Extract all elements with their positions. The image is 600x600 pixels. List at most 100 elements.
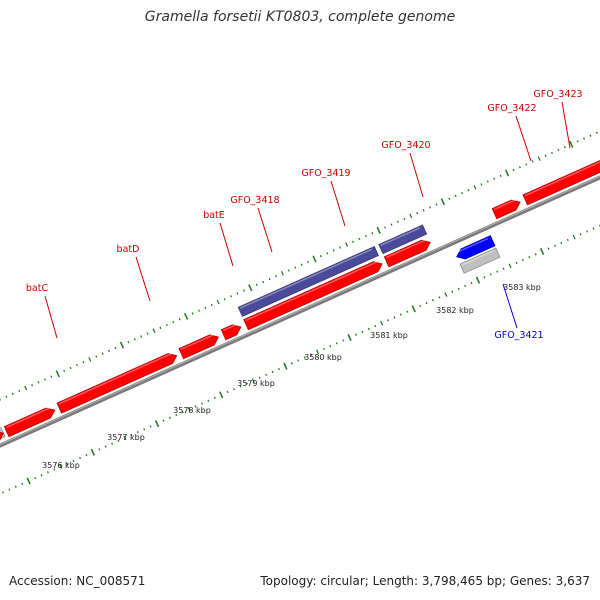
tick-mark (210, 303, 213, 307)
tick-mark (534, 253, 537, 256)
gene-leader-line (257, 207, 273, 253)
tick-mark (280, 271, 284, 276)
tick-mark (146, 332, 149, 335)
tick-mark (265, 373, 268, 376)
tick-mark (40, 474, 43, 477)
tick-mark (127, 341, 130, 344)
gene-leader-line (409, 152, 424, 198)
tick-mark (329, 344, 332, 348)
tick-mark (380, 320, 384, 326)
tick-mark (88, 357, 92, 362)
genome-summary-text: Topology: circular; Length: 3,798,465 bp… (260, 574, 590, 588)
tick-mark (560, 241, 563, 245)
tick-mark (326, 252, 329, 255)
tick-mark (181, 410, 184, 414)
gene-arrow-GFO_3422 (491, 199, 521, 220)
accession-text: Accession: NC_008571 (9, 574, 146, 588)
tick-mark (419, 304, 422, 308)
kbp-label: 3581 kbp (370, 331, 408, 340)
tick-mark (416, 211, 419, 215)
tick-mark (470, 281, 473, 285)
tick-mark (133, 338, 136, 341)
tick-mark (422, 209, 425, 212)
tick-mark (140, 335, 143, 338)
gene-labels: batC batD batE GFO_3418 GFO_3419 GFO_3420 GFO_… (26, 89, 583, 341)
tick-mark (480, 183, 483, 186)
tick-mark (207, 399, 210, 402)
tick-mark (178, 318, 181, 321)
tick-mark (187, 406, 191, 412)
tick-mark (183, 312, 189, 320)
tick-mark (101, 352, 104, 355)
tick-mark (411, 305, 416, 313)
tick-mark (104, 445, 107, 448)
tick-mark (117, 439, 120, 442)
map-title: Gramella forsetii KT0803, complete genom… (144, 9, 456, 25)
gene-arrow-GFO_3421 (456, 235, 496, 260)
tick-mark (21, 482, 24, 485)
tick-mark (219, 391, 224, 399)
tick-mark (251, 378, 255, 383)
tick-mark (59, 464, 63, 469)
tick-mark (521, 258, 524, 262)
tick-mark (14, 485, 17, 488)
tick-mark (172, 320, 175, 324)
tick-mark (525, 163, 528, 166)
tick-mark (387, 319, 390, 322)
tick-mark (432, 299, 434, 302)
tick-mark (152, 328, 156, 334)
tick-mark (310, 353, 313, 356)
tick-mark (18, 389, 21, 393)
tick-mark (454, 194, 457, 198)
tick-mark (24, 385, 28, 391)
tick-mark (165, 323, 168, 327)
tick-mark (528, 256, 531, 259)
tick-mark (159, 326, 162, 330)
tick-mark (316, 349, 319, 355)
grey-feature-1 (459, 247, 501, 274)
gene-arrow-GFO_3420 (383, 239, 431, 268)
tick-mark (79, 456, 81, 460)
tick-mark (31, 384, 34, 387)
tick-mark (592, 227, 595, 230)
tick-mark (473, 185, 477, 190)
tick-mark (242, 289, 245, 292)
tick-mark (322, 347, 325, 351)
tick-mark (297, 359, 300, 362)
tick-mark (438, 296, 441, 299)
tick-mark (393, 316, 396, 319)
tick-mark (230, 295, 233, 298)
tick-mark (136, 431, 139, 434)
tick-mark (583, 137, 586, 140)
tick-mark (342, 339, 345, 342)
tick-mark (576, 140, 579, 143)
gene-leader-line (219, 222, 234, 267)
tick-mark (512, 168, 515, 172)
tick-mark (563, 145, 566, 149)
tick-mark (435, 203, 438, 206)
tick-mark (332, 249, 335, 252)
tick-mark (399, 313, 402, 316)
tick-mark (130, 433, 133, 437)
gene-arrow-GFO_3418 (220, 324, 242, 341)
tick-mark (451, 290, 454, 293)
gene-leader-line (515, 115, 532, 162)
tick-mark (268, 277, 271, 281)
tick-mark (8, 488, 11, 491)
tick-mark (390, 223, 393, 226)
tick-mark (355, 333, 357, 336)
gene-label-batC: batC (26, 283, 49, 294)
tick-mark (403, 217, 406, 221)
tick-mark (493, 177, 496, 180)
tick-mark (358, 237, 361, 241)
tick-mark (283, 362, 288, 370)
tick-mark (475, 276, 481, 284)
tick-mark (515, 261, 518, 265)
tick-mark (46, 471, 49, 474)
tick-mark (271, 370, 274, 374)
tick-mark (287, 269, 290, 272)
gene-label-GFO_3422: GFO_3422 (487, 103, 536, 114)
tick-marks (0, 131, 600, 494)
tick-mark (300, 263, 303, 266)
tick-mark (461, 191, 464, 195)
